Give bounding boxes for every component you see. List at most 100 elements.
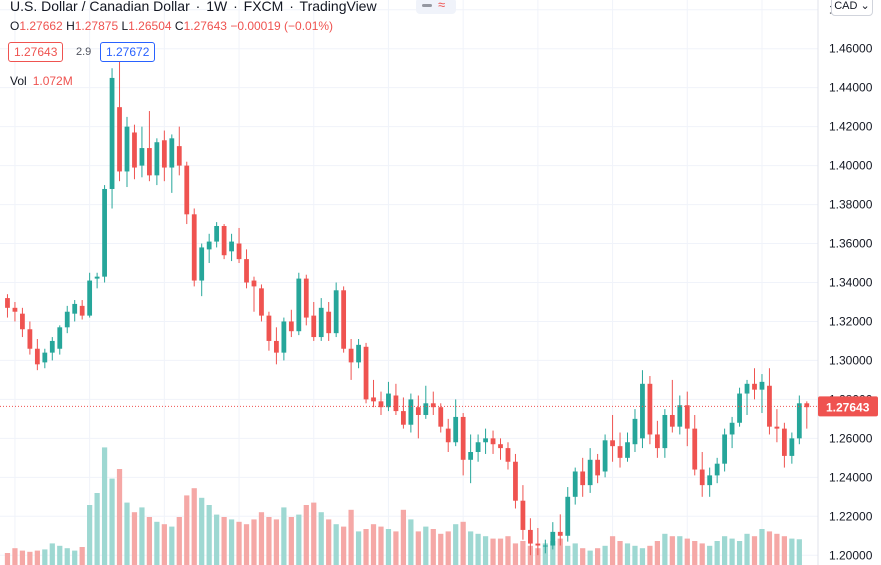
volume-bar: [744, 533, 750, 565]
currency-label: CAD: [834, 0, 858, 12]
candle-body: [386, 393, 391, 408]
candle-body: [632, 418, 638, 445]
candle-body: [528, 529, 533, 544]
volume-bar: [512, 543, 519, 565]
candle-body: [774, 426, 780, 429]
candle-body: [647, 383, 653, 435]
candle-body: [520, 500, 526, 530]
candle-body: [154, 142, 160, 176]
candle-body: [378, 401, 384, 408]
volume-bar: [714, 541, 720, 565]
candle-body: [789, 438, 795, 456]
candle-body: [288, 321, 294, 332]
volume-bar: [595, 548, 601, 565]
volume-bar: [199, 497, 205, 565]
candle-body: [124, 126, 130, 172]
header-separator: ·: [289, 0, 294, 14]
y-tick-label: 1.38000: [829, 198, 873, 212]
candle-body: [102, 188, 107, 277]
candle-body: [737, 393, 742, 423]
volume-bar: [124, 502, 130, 565]
candle-body: [94, 276, 100, 279]
volume-bar: [393, 531, 399, 565]
candle-body: [565, 496, 571, 536]
candle-body: [415, 407, 421, 415]
volume-bar: [587, 550, 593, 565]
volume-bar: [296, 514, 302, 565]
candle-body: [49, 340, 55, 353]
volume-bar: [42, 549, 48, 565]
candle-body: [318, 307, 324, 338]
candle-body: [236, 243, 242, 260]
candle-body: [311, 315, 317, 338]
volume-legend: Vol 1.072M: [10, 74, 73, 88]
candle-body: [191, 214, 197, 281]
volume-bar: [632, 545, 638, 565]
candle-body: [430, 403, 436, 408]
low-key: L: [121, 19, 129, 33]
volume-bar: [520, 541, 526, 565]
candle-body: [752, 383, 757, 390]
volume-bar: [333, 524, 339, 565]
brand-label: TradingView: [299, 0, 377, 14]
y-tick-label: 1.22000: [829, 509, 873, 523]
candle-body: [348, 348, 354, 363]
volume-bar: [542, 543, 548, 565]
volume-bar: [669, 536, 675, 565]
candle-body: [5, 298, 10, 308]
y-tick-label: 1.26000: [829, 431, 873, 445]
candle-body: [363, 346, 369, 400]
symbol-header[interactable]: U.S. Dollar / Canadian Dollar · 1W · FXC…: [10, 0, 377, 14]
volume-bar: [796, 539, 802, 565]
candle-body: [303, 278, 309, 318]
candle-body: [87, 280, 93, 316]
currency-button[interactable]: CAD ⌄: [831, 0, 873, 16]
y-tick-label: 1.40000: [829, 159, 873, 173]
volume-bar: [475, 533, 481, 565]
candle-body: [640, 383, 645, 439]
candle-body: [453, 416, 459, 443]
volume-bar: [766, 531, 773, 565]
volume-bar: [482, 536, 489, 565]
volume-bar: [258, 512, 265, 565]
volume-bar: [109, 478, 115, 565]
candle-body: [147, 148, 152, 176]
candle-body: [408, 399, 414, 425]
candle-body: [356, 344, 361, 363]
volume-bar: [281, 507, 287, 565]
volume-bar: [154, 521, 160, 565]
candle-body: [602, 440, 608, 472]
last-price-label: 1.27643: [826, 400, 870, 414]
dash-wave-icon[interactable]: ≈: [416, 0, 456, 14]
y-tick-label: 1.30000: [829, 353, 873, 367]
volume-bar: [677, 536, 683, 565]
buy-button[interactable]: 1.27672: [100, 42, 156, 62]
volume-bar: [176, 517, 182, 565]
volume-bar: [722, 536, 728, 565]
candle-body: [64, 311, 70, 328]
candle-body: [498, 444, 503, 449]
candle-body: [251, 280, 257, 287]
volume-bar: [206, 505, 212, 565]
volume-bar: [759, 529, 765, 565]
volume-bar: [385, 529, 392, 565]
volume-bar: [527, 545, 534, 565]
volume-bar: [4, 553, 11, 565]
candle-body: [625, 442, 630, 458]
volume-bar: [557, 538, 563, 565]
candle-body: [27, 329, 33, 349]
sell-button[interactable]: 1.27643: [8, 42, 64, 62]
candle-body: [34, 348, 40, 365]
candle-body: [42, 352, 48, 363]
header-separator: ·: [233, 0, 238, 14]
candle-body: [513, 461, 518, 501]
volume-bar: [662, 533, 668, 565]
candle-body: [535, 543, 541, 546]
candle-body: [326, 311, 332, 334]
candle-body: [79, 305, 85, 316]
candle-body: [714, 463, 720, 476]
y-tick-label: 1.36000: [829, 237, 873, 251]
volume-bar: [146, 517, 153, 565]
y-tick-label: 1.32000: [829, 314, 873, 328]
